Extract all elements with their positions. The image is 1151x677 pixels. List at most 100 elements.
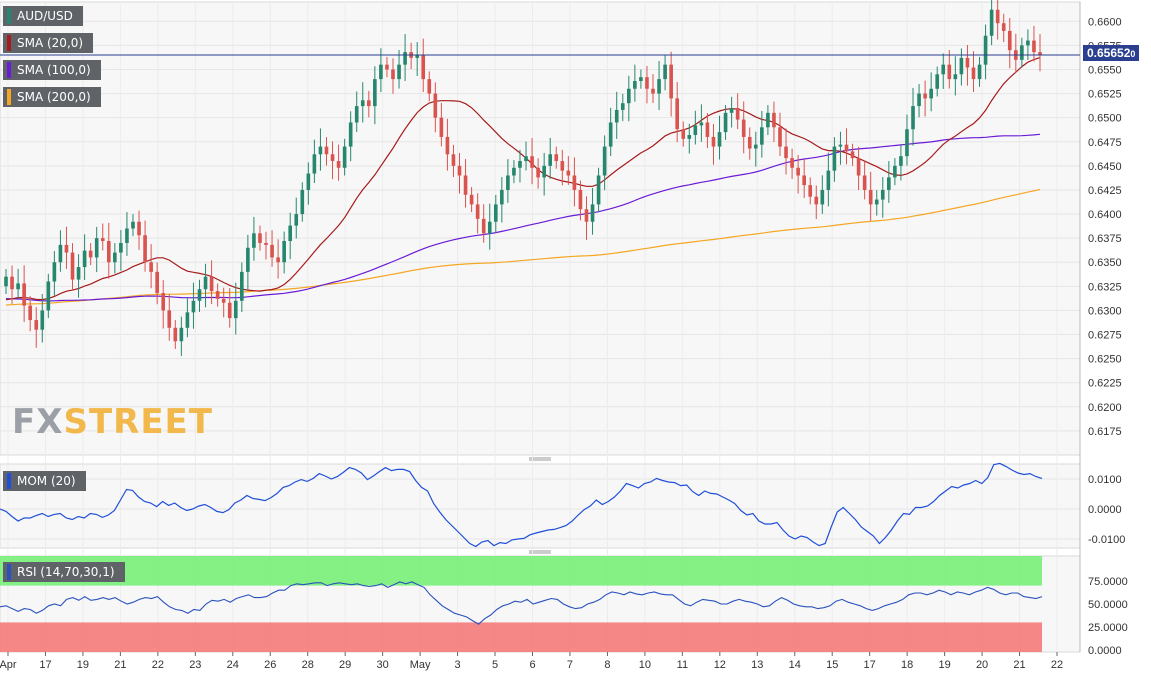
candle[interactable]	[506, 159, 510, 203]
candle[interactable]	[16, 268, 20, 299]
candle[interactable]	[1020, 37, 1024, 68]
candle[interactable]	[270, 230, 274, 267]
candle[interactable]	[639, 69, 643, 89]
candle[interactable]	[197, 279, 202, 312]
candle[interactable]	[778, 112, 782, 157]
candle[interactable]	[947, 49, 952, 89]
candle[interactable]	[711, 124, 716, 165]
candle[interactable]	[348, 111, 353, 162]
candle[interactable]	[705, 113, 710, 149]
candle[interactable]	[10, 265, 14, 304]
candle[interactable]	[379, 48, 383, 93]
candle[interactable]	[324, 137, 329, 166]
candle[interactable]	[850, 143, 855, 166]
candle[interactable]	[161, 280, 166, 329]
candle[interactable]	[693, 110, 698, 145]
candle[interactable]	[76, 254, 81, 298]
candle[interactable]	[953, 56, 958, 96]
candle[interactable]	[723, 105, 728, 140]
candle[interactable]	[385, 56, 389, 78]
candle[interactable]	[784, 128, 788, 175]
candle[interactable]	[312, 139, 317, 184]
candle[interactable]	[1032, 25, 1036, 62]
candle[interactable]	[131, 214, 135, 237]
candle[interactable]	[246, 234, 250, 290]
candle[interactable]	[354, 91, 359, 132]
candle[interactable]	[856, 146, 861, 191]
candle[interactable]	[590, 188, 595, 235]
candle[interactable]	[832, 137, 837, 182]
candle[interactable]	[578, 180, 583, 221]
candle[interactable]	[766, 105, 770, 136]
candle[interactable]	[445, 118, 450, 171]
candle[interactable]	[373, 66, 377, 125]
candle[interactable]	[82, 234, 87, 280]
candle[interactable]	[366, 90, 371, 118]
candle[interactable]	[276, 239, 280, 279]
candle[interactable]	[717, 115, 722, 160]
candle[interactable]	[965, 44, 970, 86]
rsi-panel-resize-handle[interactable]	[529, 550, 551, 554]
candle[interactable]	[34, 307, 39, 348]
candle[interactable]	[4, 268, 8, 295]
candle[interactable]	[899, 145, 903, 181]
candle[interactable]	[760, 110, 764, 158]
candle[interactable]	[282, 231, 286, 274]
candle[interactable]	[596, 167, 601, 213]
sma200-label[interactable]: SMA (200,0)	[3, 87, 101, 107]
candle[interactable]	[100, 223, 105, 251]
candle[interactable]	[747, 127, 752, 160]
candle[interactable]	[838, 131, 843, 165]
candle[interactable]	[94, 226, 99, 273]
candle[interactable]	[209, 260, 214, 305]
candle[interactable]	[264, 231, 268, 260]
candle[interactable]	[64, 226, 69, 269]
candle[interactable]	[868, 171, 873, 221]
candle[interactable]	[675, 81, 680, 143]
candle[interactable]	[415, 42, 419, 77]
candle[interactable]	[772, 101, 776, 142]
candle[interactable]	[439, 103, 444, 147]
candle[interactable]	[917, 84, 921, 118]
candle[interactable]	[52, 251, 57, 297]
candle[interactable]	[663, 55, 667, 91]
candle[interactable]	[58, 230, 63, 272]
candle[interactable]	[227, 288, 232, 328]
sma20-label[interactable]: SMA (20,0)	[3, 33, 94, 53]
sma100-label[interactable]: SMA (100,0)	[3, 60, 101, 80]
candle[interactable]	[481, 204, 486, 243]
candle[interactable]	[753, 131, 758, 167]
candle[interactable]	[463, 159, 468, 208]
candle[interactable]	[566, 156, 571, 185]
candle[interactable]	[905, 114, 909, 166]
candle[interactable]	[215, 283, 220, 307]
candle[interactable]	[403, 33, 407, 82]
candle[interactable]	[893, 158, 897, 186]
candle[interactable]	[971, 51, 976, 93]
candle[interactable]	[173, 320, 178, 349]
candle[interactable]	[70, 243, 75, 291]
candle[interactable]	[530, 138, 534, 185]
mom-panel-resize-handle[interactable]	[529, 457, 551, 461]
mom-label[interactable]: MOM (20)	[3, 471, 86, 491]
candle[interactable]	[989, 0, 994, 46]
candle[interactable]	[113, 243, 117, 274]
candle[interactable]	[627, 75, 631, 122]
candle[interactable]	[584, 196, 589, 240]
candle[interactable]	[620, 93, 625, 122]
candle[interactable]	[155, 262, 159, 305]
candle[interactable]	[137, 210, 141, 250]
candle[interactable]	[179, 316, 184, 356]
candle[interactable]	[258, 225, 262, 251]
candle[interactable]	[143, 220, 147, 272]
candle[interactable]	[602, 135, 607, 191]
candle[interactable]	[40, 294, 45, 343]
candle[interactable]	[469, 187, 474, 213]
candle[interactable]	[669, 51, 673, 117]
candle[interactable]	[360, 82, 365, 123]
candle[interactable]	[874, 190, 879, 216]
candle[interactable]	[608, 107, 613, 157]
candle[interactable]	[929, 72, 933, 112]
candle[interactable]	[22, 265, 26, 322]
